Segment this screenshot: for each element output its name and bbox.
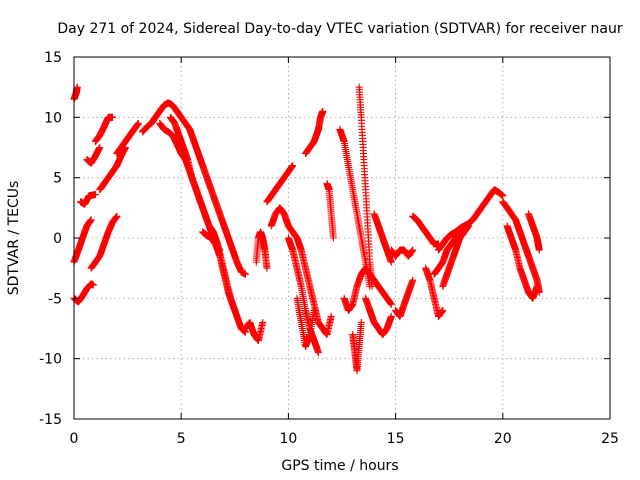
x-tick-label: 15 <box>387 431 405 447</box>
series-sdtvar <box>70 83 543 375</box>
data-point-marker <box>314 349 322 357</box>
data-point-marker <box>91 191 99 199</box>
data-point-marker <box>113 212 121 220</box>
data-point-marker <box>87 216 95 224</box>
data-point-marker <box>289 162 297 170</box>
x-tick-label: 20 <box>494 431 512 447</box>
data-point-marker <box>242 270 250 278</box>
y-tick-label: 10 <box>44 110 62 126</box>
data-point-marker <box>310 306 318 314</box>
data-point-marker <box>216 246 224 254</box>
data-point-marker <box>319 107 327 115</box>
grid-lines <box>74 57 610 419</box>
data-point-marker <box>89 281 97 289</box>
y-tick-label: 5 <box>53 171 62 187</box>
data-point-marker <box>134 119 142 127</box>
data-point-marker <box>357 318 365 326</box>
y-tick-label: -10 <box>39 352 62 368</box>
data-point-marker <box>231 306 239 314</box>
y-tick-label: -5 <box>48 291 62 307</box>
chart-title: Day 271 of 2024, Sidereal Day-to-day VTE… <box>57 21 623 37</box>
data-point-marker <box>109 113 117 121</box>
data-point-marker <box>263 264 271 272</box>
data-point-marker <box>259 318 267 326</box>
x-axis-label: GPS time / hours <box>281 458 398 474</box>
data-point-marker <box>368 282 376 290</box>
x-tick-label: 0 <box>70 431 79 447</box>
y-tick-label: -15 <box>39 412 62 428</box>
data-point-marker <box>387 300 395 308</box>
data-point-marker <box>387 258 395 266</box>
y-axis-label: SDTVAR / TECUs <box>6 181 22 296</box>
data-point-marker <box>409 276 417 284</box>
x-tick-label: 10 <box>279 431 297 447</box>
y-tick-label: 15 <box>44 50 62 66</box>
data-point-marker <box>387 312 395 320</box>
data-point-marker <box>96 144 104 151</box>
data-point-marker <box>327 312 335 320</box>
data-point-marker <box>73 83 81 91</box>
x-tick-label: 25 <box>601 431 619 447</box>
y-tick-label: 0 <box>53 231 62 247</box>
x-tick-label: 5 <box>177 431 186 447</box>
data-marks <box>70 83 543 375</box>
axis-ticks: 0 5 10 15 20 25 -15 -10 -5 0 5 10 15 <box>39 50 619 447</box>
data-point-marker <box>409 246 417 254</box>
data-point-marker <box>329 234 337 242</box>
